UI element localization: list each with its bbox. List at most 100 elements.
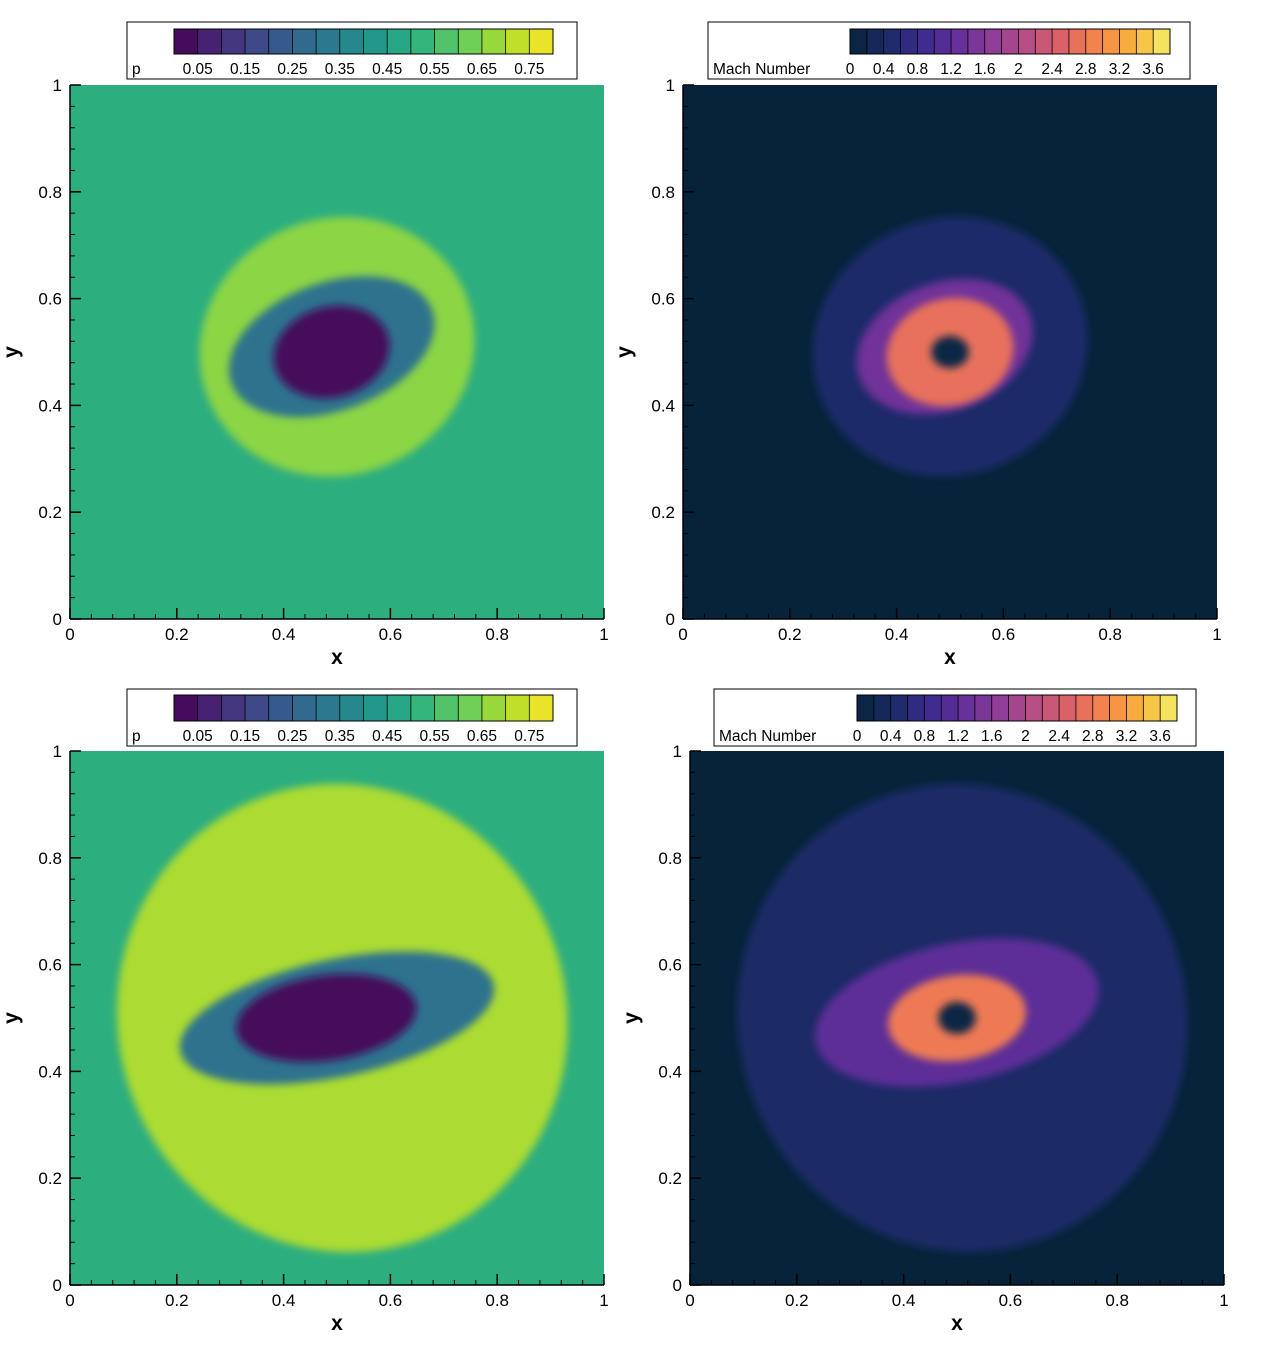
colorbar-tick-label: 0.25 <box>277 728 307 745</box>
y-tick-label: 0.2 <box>38 503 62 522</box>
colorbar-label: Mach Number <box>719 728 816 745</box>
x-tick-label: 0.6 <box>379 625 403 644</box>
colorbar-tick-label: 0.25 <box>277 61 307 78</box>
colorbar-swatch <box>387 695 412 721</box>
colorbar-outline <box>849 28 1171 55</box>
y-tick-label: 0.6 <box>658 956 682 975</box>
colorbar-swatch <box>221 29 246 54</box>
colorbar-swatch <box>1136 29 1154 54</box>
colorbar-swatch <box>197 29 222 54</box>
colorbar-swatch <box>1008 695 1026 721</box>
y-axis-label: y <box>0 346 23 358</box>
colorbar-swatch <box>481 695 507 721</box>
colorbar-tick-label: 0.8 <box>907 61 929 78</box>
colorbar-tick-label: 0.35 <box>325 61 355 78</box>
colorbar-swatch <box>529 29 554 54</box>
colorbar-swatch <box>967 29 986 54</box>
chart-panel-4: 0 0.2 0.4 0.6 0.8 1 0 0.2 0.4 0.6 0.8 1 x y 0 0.4 0.8 1.2… <box>620 688 1229 1335</box>
field-region-3 <box>236 973 417 1063</box>
colorbar-swatch <box>363 695 388 721</box>
colorbar-swatch <box>907 695 925 721</box>
colorbar-tick-label: 1.2 <box>940 61 962 78</box>
colorbar-swatch <box>268 29 293 54</box>
colorbar-swatch <box>410 29 435 54</box>
colorbar-tick-label: 0.35 <box>325 728 355 745</box>
y-tick-label: 0 <box>53 610 62 629</box>
colorbar-swatch <box>958 695 976 721</box>
colorbar-swatch <box>221 695 246 721</box>
colorbar-swatch <box>1035 29 1053 54</box>
colorbar-swatch <box>1018 29 1036 54</box>
x-tick-label: 0.8 <box>485 625 509 644</box>
x-tick-label: 0 <box>685 1291 694 1310</box>
x-tick-label: 0 <box>65 625 74 644</box>
colorbar-tick-label: 3.6 <box>1149 728 1171 745</box>
colorbar-swatch <box>883 29 901 54</box>
colorbar-outline <box>173 694 554 722</box>
y-tick-label: 1 <box>53 76 62 95</box>
colorbar-swatch <box>917 29 935 54</box>
field-region-3 <box>273 305 390 399</box>
y-tick-label: 0.2 <box>658 1169 682 1188</box>
colorbar-swatch <box>292 29 317 54</box>
y-tick-label: 0.8 <box>38 849 62 868</box>
colorbar-outline <box>856 694 1178 722</box>
y-tick-label: 1 <box>666 76 675 95</box>
x-tick-label: 1 <box>1212 625 1221 644</box>
field-region-4 <box>938 1001 976 1035</box>
colorbar-swatch <box>951 29 969 54</box>
colorbar-swatch <box>1092 695 1111 721</box>
colorbar-tick-label: 0.8 <box>914 728 936 745</box>
x-tick-label: 0.6 <box>992 625 1016 644</box>
y-tick-label: 0.4 <box>38 1062 62 1081</box>
colorbar-swatch <box>984 29 1002 54</box>
y-tick-label: 0 <box>666 610 675 629</box>
colorbar-swatch <box>941 695 959 721</box>
x-tick-label: 0.8 <box>485 1291 509 1310</box>
x-tick-label: 0 <box>65 1291 74 1310</box>
colorbar-swatch <box>316 29 341 54</box>
x-tick-label: 0 <box>678 625 687 644</box>
colorbar-tick-label: 0.45 <box>372 728 402 745</box>
colorbar-tick-label: 2 <box>1021 728 1030 745</box>
colorbar-tick-label: 0.4 <box>873 61 895 78</box>
x-tick-label: 0.6 <box>999 1291 1023 1310</box>
colorbar-swatch <box>245 695 270 721</box>
colorbar-tick-label: 0.15 <box>230 728 260 745</box>
y-axis-label: y <box>0 1012 23 1024</box>
contour-field <box>683 85 1217 619</box>
colorbar-swatch <box>1085 29 1104 54</box>
x-tick-label: 0.8 <box>1105 1291 1129 1310</box>
colorbar-tick-label: 3.2 <box>1109 61 1131 78</box>
colorbar-swatch <box>1109 695 1127 721</box>
colorbar-tick-label: 0 <box>846 61 855 78</box>
colorbar-tick-label: 3.6 <box>1142 61 1164 78</box>
colorbar-swatch <box>339 695 364 721</box>
colorbar-swatch <box>1102 29 1120 54</box>
y-tick-label: 1 <box>53 742 62 761</box>
colorbar-swatch <box>316 695 341 721</box>
colorbar-tick-label: 0.75 <box>514 728 544 745</box>
colorbar-swatch <box>387 29 412 54</box>
colorbar-tick-label: 0.55 <box>419 61 449 78</box>
x-tick-label: 1 <box>599 625 608 644</box>
colorbar-swatch <box>1052 29 1070 54</box>
y-tick-label: 0.2 <box>38 1169 62 1188</box>
contour-field <box>70 751 604 1285</box>
x-axis-label: x <box>331 646 343 669</box>
y-tick-label: 0.6 <box>38 956 62 975</box>
colorbar-tick-label: 1.6 <box>974 61 996 78</box>
colorbar-swatch <box>1059 695 1077 721</box>
x-axis-label: x <box>951 1312 963 1335</box>
colorbar-swatch <box>1001 29 1019 54</box>
y-tick-label: 0.4 <box>38 396 62 415</box>
colorbar-tick-label: 0.65 <box>467 728 497 745</box>
y-tick-label: 1 <box>673 742 682 761</box>
x-tick-label: 0.4 <box>892 1291 916 1310</box>
colorbar-swatch <box>974 695 993 721</box>
colorbar-swatch <box>991 695 1009 721</box>
colorbar-tick-label: 0.65 <box>467 61 497 78</box>
colorbar-swatch <box>900 29 918 54</box>
colorbar-tick-label: 3.2 <box>1116 728 1138 745</box>
